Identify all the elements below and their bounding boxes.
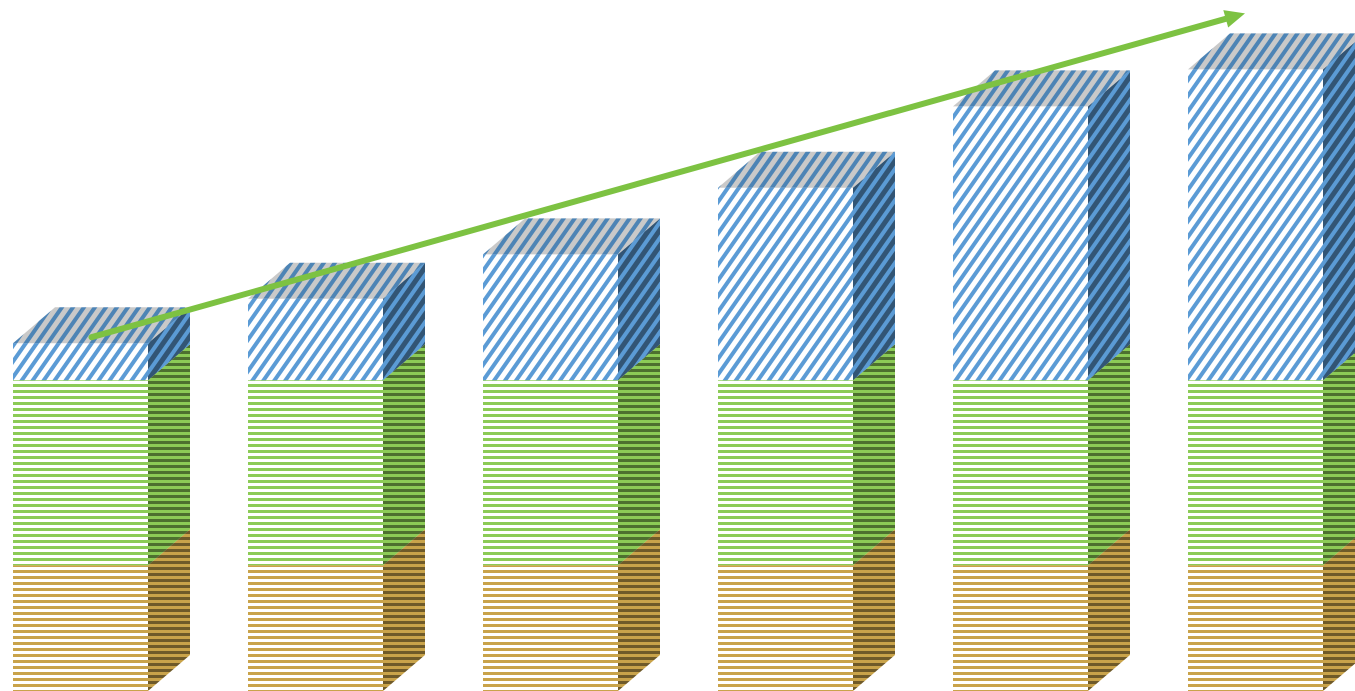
bar-front-face	[1188, 69, 1323, 381]
bar-4	[718, 151, 895, 691]
bar-side-face	[618, 218, 660, 381]
bar-top-face	[248, 262, 425, 299]
bar-top-face	[1188, 33, 1355, 70]
bar-2-segment-2	[248, 344, 425, 566]
bars-layer	[13, 33, 1355, 691]
bar-side-face	[618, 529, 660, 691]
bar-side-face	[853, 344, 895, 566]
bar-4-segment-2	[718, 344, 895, 566]
bar-5-segment-1	[953, 529, 1130, 691]
bar-side-face	[1323, 537, 1355, 691]
bar-5-segment-3	[953, 70, 1130, 381]
bar-4-segment-3	[718, 151, 895, 381]
bar-side-face	[383, 529, 425, 691]
bar-top-face	[953, 70, 1130, 107]
bar-side-face	[1088, 344, 1130, 566]
bar-3-segment-2	[483, 344, 660, 566]
bar-front-face	[953, 565, 1088, 691]
bar-front-face	[1188, 565, 1323, 691]
bar-top-face	[483, 218, 660, 255]
bar-front-face	[13, 380, 148, 566]
bar-3-segment-1	[483, 529, 660, 691]
bar-front-face	[483, 254, 618, 381]
bar-6	[1188, 33, 1355, 691]
bar-3-segment-3	[483, 218, 660, 381]
bar-side-face	[1323, 352, 1355, 566]
bar-5	[953, 70, 1130, 691]
bar-top-face	[13, 307, 190, 344]
bar-front-face	[13, 565, 148, 691]
bar-side-face	[383, 344, 425, 566]
bar-side-face	[383, 262, 425, 381]
bar-1-segment-3	[13, 307, 190, 381]
bar-front-face	[483, 380, 618, 566]
bar-side-face	[148, 529, 190, 691]
trend-arrow	[88, 10, 1245, 341]
bar-front-face	[248, 298, 383, 381]
bar-2-segment-1	[248, 529, 425, 691]
bar-2-segment-3	[248, 262, 425, 381]
bar-front-face	[718, 565, 853, 691]
bar-front-face	[953, 380, 1088, 566]
bar-side-face	[148, 307, 190, 381]
bar-side-face	[853, 529, 895, 691]
bar-3	[483, 218, 660, 691]
bar-front-face	[953, 106, 1088, 381]
bar-front-face	[248, 380, 383, 566]
bar-4-segment-1	[718, 529, 895, 691]
bar-front-face	[13, 343, 148, 381]
bar-side-face	[1088, 70, 1130, 381]
bar-front-face	[248, 565, 383, 691]
bar-1-segment-1	[13, 529, 190, 691]
bar-6-segment-2	[1188, 352, 1355, 566]
bar-side-face	[148, 344, 190, 566]
bar-1	[13, 307, 190, 691]
bar-side-face	[1323, 41, 1355, 381]
bar-side-face	[1088, 529, 1130, 691]
bar-side-face	[853, 151, 895, 381]
bar-front-face	[1188, 380, 1323, 566]
bar-front-face	[483, 565, 618, 691]
trend-arrow-head	[1223, 10, 1245, 28]
bar-front-face	[718, 380, 853, 566]
bar-2	[248, 262, 425, 691]
trend-arrow-line	[88, 15, 1229, 341]
bar-6-segment-1	[1188, 537, 1355, 691]
bar-1-segment-2	[13, 344, 190, 566]
bar-side-face	[618, 344, 660, 566]
bar-front-face	[718, 187, 853, 381]
bar-top-face	[718, 151, 895, 188]
bar-6-segment-3	[1188, 33, 1355, 381]
bar-5-segment-2	[953, 344, 1130, 566]
